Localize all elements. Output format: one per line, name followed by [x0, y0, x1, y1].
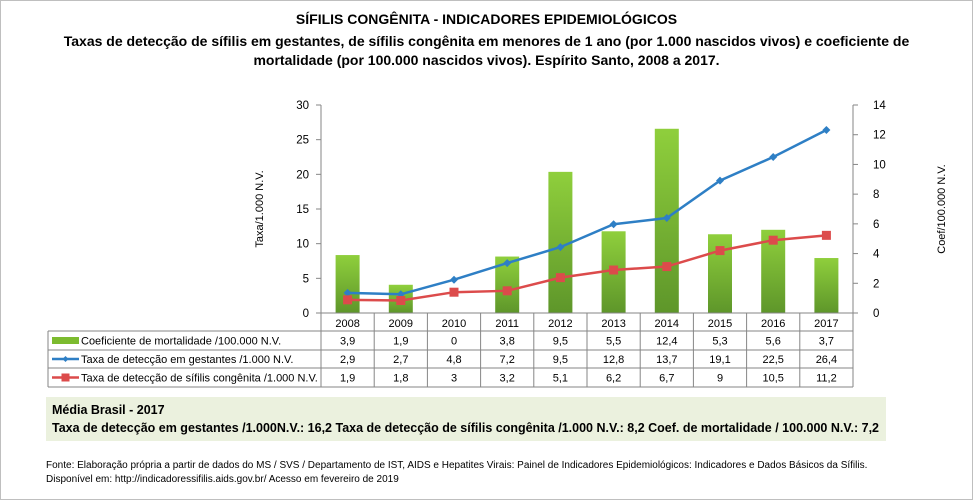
table-cell: 9,5	[553, 336, 568, 348]
left-tick-label: 25	[296, 135, 309, 147]
table-cell: 5,5	[606, 336, 621, 348]
marker-diamond-2015	[716, 176, 724, 185]
table-cell: 3,8	[500, 336, 515, 348]
right-tick-label: 2	[873, 278, 879, 290]
left-axis-label: Taxa/1.000 N.V.	[254, 170, 266, 247]
table-cell: 19,1	[709, 354, 730, 366]
marker-diamond-2017	[822, 125, 831, 134]
x-tick-label-2017: 2017	[814, 318, 838, 330]
marker-square-2013	[609, 265, 619, 275]
x-tick-label-2016: 2016	[761, 318, 785, 330]
table-cell: 9,5	[553, 354, 568, 366]
left-tick-label: 15	[296, 204, 309, 216]
right-tick-label: 10	[873, 159, 886, 171]
right-tick-label: 8	[873, 189, 879, 201]
table-cell: 5,6	[766, 336, 781, 348]
x-tick-label-2015: 2015	[708, 318, 732, 330]
brazil-average-values: Taxa de detecção em gestantes /1.000N.V.…	[52, 421, 880, 435]
left-tick-label: 5	[303, 273, 309, 285]
legend-label-1: Coeficiente de mortalidade /100.000 N.V.	[81, 336, 281, 348]
table-cell: 9	[717, 373, 723, 385]
x-tick-label-2014: 2014	[655, 318, 679, 330]
table-cell: 5,1	[553, 373, 568, 385]
table-cell: 1,9	[340, 373, 355, 385]
table-cell: 26,4	[816, 354, 837, 366]
table-cell: 22,5	[762, 354, 783, 366]
x-tick-label-2009: 2009	[389, 318, 413, 330]
chart-title: SÍFILIS CONGÊNITA - INDICADORES EPIDEMIO…	[295, 11, 678, 27]
marker-square-2008	[343, 295, 353, 305]
left-tick-label: 30	[296, 100, 309, 112]
table-cell: 10,5	[762, 373, 783, 385]
source-line-2: Disponível em: http://indicadoressifilis…	[46, 474, 399, 485]
brazil-average-box: Média Brasil - 2017 Taxa de detecção em …	[46, 397, 886, 441]
table-cell: 1,9	[393, 336, 408, 348]
table-cell: 6,7	[659, 373, 674, 385]
marker-diamond-2014	[662, 214, 671, 223]
table-cell: 5,3	[712, 336, 727, 348]
left-tick-label: 0	[303, 308, 309, 320]
table-cell: 12,8	[603, 354, 624, 366]
table-cell: 7,2	[500, 354, 515, 366]
right-tick-label: 0	[873, 308, 879, 320]
table-cell: 3,7	[819, 336, 834, 348]
marker-square-2011	[502, 286, 512, 296]
right-axis-label: Coef/100.000 N.V.	[936, 164, 948, 254]
marker-square-2016	[768, 235, 778, 245]
x-tick-label-2008: 2008	[335, 318, 359, 330]
marker-diamond-2012	[556, 243, 565, 252]
table-cell: 2,7	[393, 354, 408, 366]
marker-square-2015	[715, 246, 725, 256]
marker-diamond-2016	[769, 153, 778, 161]
legend-label-2: Taxa de detecção em gestantes /1.000 N.V…	[81, 354, 293, 366]
legend-key-diamond	[62, 356, 69, 362]
bar-2015	[708, 234, 732, 313]
source-line-1: Fonte: Elaboração própria a partir de da…	[46, 460, 868, 471]
marker-square-2017	[821, 230, 831, 240]
table-cell: 12,4	[656, 336, 677, 348]
table-cell: 4,8	[446, 354, 461, 366]
marker-diamond-2011	[503, 259, 512, 268]
table-cell: 3,2	[500, 373, 515, 385]
right-tick-label: 6	[873, 219, 879, 231]
table-cell: 1,8	[393, 373, 408, 385]
line-pregnant	[347, 128, 827, 296]
legend-key-square	[61, 373, 70, 382]
right-tick-label: 4	[873, 249, 880, 261]
marker-square-2014	[662, 262, 672, 272]
table-cell: 6,2	[606, 373, 621, 385]
marker-diamond-2010	[450, 275, 458, 284]
x-tick-label-2013: 2013	[601, 318, 625, 330]
marker-diamond-2008	[343, 288, 352, 297]
bar-2017	[814, 258, 839, 313]
x-tick-label-2012: 2012	[548, 318, 572, 330]
marker-square-2010	[449, 287, 459, 297]
table-cell: 13,7	[656, 354, 677, 366]
marker-square-2012	[555, 273, 565, 283]
right-tick-label: 14	[873, 100, 886, 112]
table-cell: 3,9	[340, 336, 355, 348]
left-tick-label: 20	[296, 169, 309, 181]
table-cell: 3	[451, 373, 457, 385]
right-tick-label: 12	[873, 130, 886, 142]
chart-subtitle: Taxas de detecção de sífilis em gestante…	[63, 33, 910, 68]
x-tick-label-2011: 2011	[495, 318, 519, 330]
marker-square-2009	[396, 296, 406, 306]
x-tick-label-2010: 2010	[442, 318, 466, 330]
table-cell: 11,2	[816, 373, 837, 385]
line-congenital	[347, 234, 827, 302]
brazil-average-heading: Média Brasil - 2017	[52, 403, 165, 417]
legend-label-3: Taxa de detecção de sífilis congênita /1…	[81, 373, 318, 385]
left-tick-label: 10	[296, 239, 309, 251]
legend-key-bar	[52, 337, 79, 344]
marker-diamond-2013	[609, 220, 618, 229]
table-cell: 0	[451, 336, 457, 348]
table-cell: 2,9	[340, 354, 355, 366]
